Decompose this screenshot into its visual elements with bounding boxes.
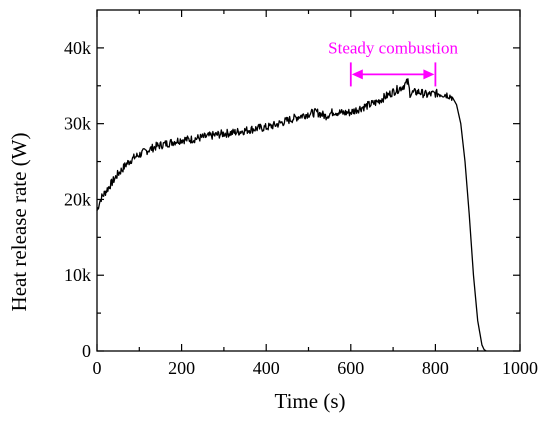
y-tick-label: 30k [64,114,91,134]
annotation-arrowhead-left [351,69,363,80]
annotation-arrowhead-right [423,69,435,80]
x-tick-label: 800 [422,358,449,378]
x-tick-label: 0 [93,358,102,378]
x-tick-label: 200 [168,358,195,378]
x-tick-label: 600 [337,358,364,378]
ticks [96,10,521,352]
y-tick-label: 40k [64,38,91,58]
x-tick-label: 400 [253,358,280,378]
series-line [96,78,487,352]
y-tick-label: 10k [64,265,91,285]
tick-labels: 0 200 400 600 800 1000 0 10k 20k 30k 40k [64,38,538,378]
x-axis-title: Time (s) [275,389,346,413]
y-axis-title: Heat release rate (W) [7,133,31,312]
x-tick-label: 1000 [502,358,538,378]
y-tick-label: 0 [82,341,91,361]
annotation: Steady combustion [328,38,459,87]
y-tick-label: 20k [64,189,91,209]
annotation-label: Steady combustion [328,38,458,57]
plot-frame [96,9,521,352]
